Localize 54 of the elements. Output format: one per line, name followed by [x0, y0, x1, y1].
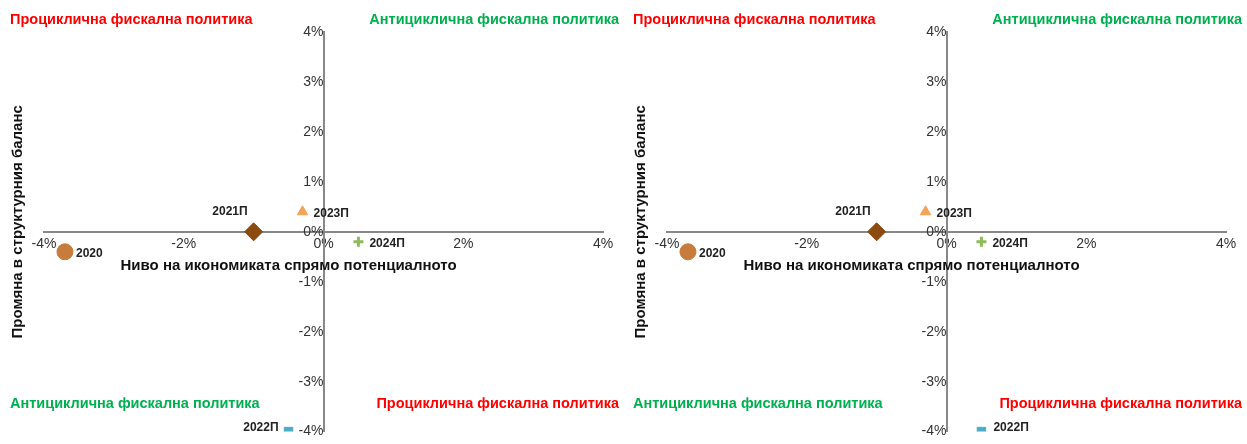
- series-label: 2023П: [936, 206, 972, 221]
- point: [56, 243, 74, 261]
- y-tick-label: 1%: [303, 172, 324, 189]
- x-tick-label: 4%: [592, 235, 614, 252]
- series-label: 2021П: [212, 204, 248, 219]
- y-tick-label: -2%: [298, 322, 324, 339]
- annotation: Антициклична фискална политика: [10, 394, 261, 411]
- point: [679, 243, 697, 261]
- series-label: 2022П: [243, 419, 279, 434]
- x-tick-label: 2%: [453, 235, 474, 252]
- y-tick-label: 2%: [926, 122, 947, 139]
- text: Антициклична фискална политика: [369, 11, 620, 27]
- point: [244, 222, 264, 242]
- series-label: 2020: [75, 246, 103, 261]
- series-label: 2021П: [835, 204, 871, 219]
- y-tick-label: -1%: [921, 272, 947, 289]
- x-axis-title: Ниво на икономиката спрямо потенциалното: [743, 255, 1080, 273]
- x-tick-label: 2%: [1076, 235, 1097, 252]
- y-axis-title: Промяна в структурния баланс: [631, 105, 649, 339]
- point: [296, 205, 309, 216]
- text: Антициклична фискална политика: [992, 11, 1243, 27]
- annotation: Проциклична фискална политика: [376, 394, 620, 411]
- series-label: 2020: [698, 246, 726, 261]
- point: [867, 222, 887, 242]
- series-label: 2024П: [992, 236, 1028, 251]
- x-tick-label: -2%: [794, 235, 820, 252]
- y-tick-label: -1%: [298, 272, 324, 289]
- point: [919, 205, 932, 216]
- annotation: Проциклична фискална политика: [999, 394, 1243, 411]
- y-tick-label: -3%: [921, 372, 947, 389]
- x-tick-label: -2%: [171, 235, 197, 252]
- point: [974, 235, 988, 249]
- point: [351, 235, 365, 249]
- x-tick-label: 4%: [1215, 235, 1237, 252]
- y-tick-label: 3%: [926, 72, 947, 89]
- y-tick-label: -4%: [298, 422, 324, 439]
- annotation: Антициклична фискална политика: [633, 394, 884, 411]
- series-label: 2023П: [313, 206, 349, 221]
- y-tick-label: 4%: [303, 22, 324, 39]
- y-tick-label: 3%: [303, 72, 324, 89]
- y-axis-title: Промяна в структурния баланс: [8, 105, 26, 339]
- text: Проциклична фискална политика: [10, 11, 254, 27]
- text: Проциклична фискална политика: [633, 11, 877, 27]
- y-tick-label: -2%: [921, 322, 947, 339]
- x-tick-label: -4%: [31, 235, 57, 252]
- y-tick-label: 4%: [926, 22, 947, 39]
- series-label: 2022П: [993, 419, 1029, 434]
- series-label: 2024П: [369, 236, 405, 251]
- x-tick-label: -4%: [654, 235, 680, 252]
- y-tick-label: -3%: [298, 372, 324, 389]
- y-tick-label: -4%: [921, 422, 947, 439]
- y-tick-label: 1%: [926, 172, 947, 189]
- y-tick-label: 2%: [303, 122, 324, 139]
- x-axis-title: Ниво на икономиката спрямо потенциалното: [120, 255, 457, 273]
